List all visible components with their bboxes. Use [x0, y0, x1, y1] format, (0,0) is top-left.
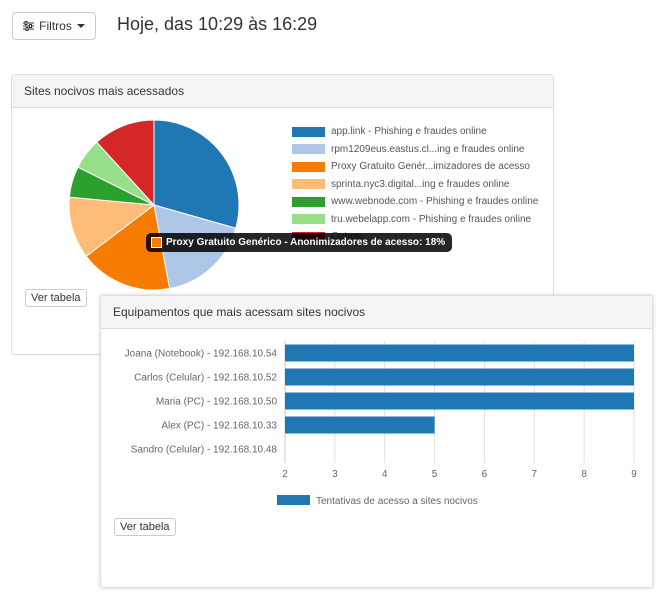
- tooltip-swatch: [151, 237, 162, 248]
- legend-swatch: [292, 144, 325, 155]
- tooltip-text: Proxy Gratuito Genérico - Anonimizadores…: [166, 237, 446, 248]
- devices-panel-title: Equipamentos que mais acessam sites noci…: [113, 305, 366, 319]
- sites-panel-header: Sites nocivos mais acessados: [12, 75, 553, 108]
- pie-tooltip: Proxy Gratuito Genérico - Anonimizadores…: [146, 233, 453, 252]
- x-tick-label: 9: [631, 469, 637, 480]
- bar-legend-swatch: [277, 495, 310, 505]
- legend-swatch: [292, 196, 325, 207]
- sliders-icon: [23, 21, 35, 31]
- bar-category-label: Joana (Notebook) - 192.168.10.54: [125, 349, 278, 360]
- sites-pie-legend: app.link - Phishing e fraudes online rpm1…: [292, 123, 538, 246]
- legend-label: www.webnode.com - Phishing e fraudes onl…: [331, 196, 539, 208]
- legend-label: sprinta.nyc3.digital...ing e fraudes onl…: [331, 178, 510, 190]
- legend-label: app.link - Phishing e fraudes online: [331, 126, 487, 138]
- sites-pie-chart: [68, 119, 240, 291]
- legend-label: tru.webelapp.com - Phishing e fraudes on…: [331, 213, 532, 225]
- legend-item[interactable]: sprinta.nyc3.digital...ing e fraudes onl…: [292, 176, 538, 194]
- pie-slice-6[interactable]: [96, 119, 155, 207]
- legend-item[interactable]: www.webnode.com - Phishing e fraudes onl…: [292, 193, 538, 211]
- legend-swatch: [292, 126, 325, 137]
- bar[interactable]: [285, 392, 634, 410]
- legend-item[interactable]: Proxy Gratuito Genér...imizadores de ace…: [292, 158, 538, 176]
- x-tick-label: 6: [482, 469, 488, 480]
- legend-swatch: [292, 161, 325, 172]
- bar-legend-label: Tentativas de acesso a sites nocivos: [316, 496, 478, 507]
- legend-item[interactable]: tru.webelapp.com - Phishing e fraudes on…: [292, 211, 538, 229]
- x-tick-label: 8: [581, 469, 587, 480]
- legend-label: rpm1209eus.eastus.cl...ing e fraudes onl…: [331, 143, 525, 155]
- pie-slice-2[interactable]: [85, 204, 171, 291]
- sites-panel-title: Sites nocivos mais acessados: [24, 84, 185, 98]
- bar-category-label: Sandro (Celular) - 192.168.10.48: [131, 445, 278, 456]
- x-tick-label: 4: [382, 469, 388, 480]
- page-title: Hoje, das 10:29 às 16:29: [117, 14, 318, 34]
- bar-category-label: Alex (PC) - 192.168.10.33: [161, 421, 277, 432]
- x-tick-label: 7: [532, 469, 538, 480]
- x-tick-label: 5: [432, 469, 438, 480]
- legend-item[interactable]: app.link - Phishing e fraudes online: [292, 123, 538, 141]
- bar-category-label: Maria (PC) - 192.168.10.50: [156, 397, 278, 408]
- legend-swatch: [292, 179, 325, 190]
- devices-panel-header: Equipamentos que mais acessam sites noci…: [101, 296, 652, 329]
- legend-item[interactable]: rpm1209eus.eastus.cl...ing e fraudes onl…: [292, 141, 538, 159]
- sites-view-table-button[interactable]: Ver tabela: [25, 289, 87, 307]
- filters-button[interactable]: Filtros: [12, 12, 96, 40]
- x-tick-label: 2: [282, 469, 288, 480]
- pie-slice-3[interactable]: [68, 196, 156, 257]
- filters-label: Filtros: [39, 19, 72, 33]
- bar[interactable]: [285, 416, 435, 434]
- legend-label: Proxy Gratuito Genér...imizadores de ace…: [331, 161, 530, 173]
- caret-down-icon: [76, 24, 85, 28]
- devices-view-table-button[interactable]: Ver tabela: [114, 518, 176, 536]
- bar[interactable]: [285, 344, 634, 362]
- x-tick-label: 3: [332, 469, 338, 480]
- legend-swatch: [292, 214, 325, 225]
- bar[interactable]: [285, 368, 634, 386]
- bar-category-label: Carlos (Celular) - 192.168.10.52: [134, 373, 277, 384]
- devices-bar-chart: 2 3 4 5 6 7 8 9 Joana (Notebook) - 192.168.10.54…: [125, 341, 637, 507]
- sites-panel: Sites nocivos mais acessados app.link - …: [11, 74, 554, 355]
- devices-panel: Equipamentos que mais acessam sites noci…: [100, 295, 653, 588]
- pie-slice-0[interactable]: [153, 119, 240, 229]
